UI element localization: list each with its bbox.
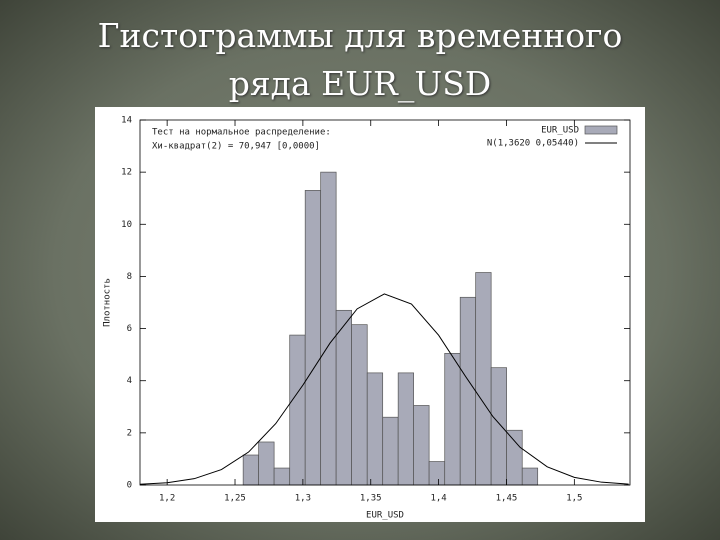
legend-label: N(1,3620 0,05440) (487, 139, 579, 149)
y-tick-label: 4 (127, 376, 132, 386)
density-curve (139, 293, 629, 485)
y-axis-label: Плотность (103, 278, 113, 327)
y-tick-label: 10 (121, 220, 132, 230)
y-tick-label: 2 (127, 428, 132, 438)
x-tick-label: 1,4 (430, 494, 446, 504)
bar (304, 190, 322, 486)
annotation: Хи-квадрат(2) = 70,947 [0,0000] (152, 142, 320, 152)
bar (258, 441, 275, 486)
legend-swatch (584, 125, 618, 135)
y-tick-label: 8 (127, 272, 132, 282)
bar (459, 296, 477, 486)
slide-title: Гистограммы для временного ряда EUR_USD (0, 12, 720, 108)
legend-label: EUR_USD (541, 126, 579, 136)
bar (242, 454, 259, 486)
bar (521, 467, 539, 486)
bar (444, 352, 461, 486)
bar (428, 461, 446, 486)
x-axis-label: EUR_USD (366, 511, 404, 521)
bar (320, 171, 337, 486)
bar (273, 467, 291, 486)
y-tick-label: 12 (121, 168, 132, 178)
x-tick-label: 1,2 (159, 494, 175, 504)
title-line: Гистограммы для временного (97, 16, 623, 55)
bar (335, 309, 352, 486)
bar (475, 272, 492, 486)
x-tick-label: 1,3 (295, 494, 311, 504)
y-tick-label: 0 (127, 481, 132, 491)
title-line: ряда EUR_USD (228, 64, 492, 103)
y-tick-label: 6 (127, 324, 132, 334)
bar (382, 416, 399, 486)
bar (351, 324, 368, 486)
plot-frame (139, 119, 631, 486)
annotation: Тест на нормальное распределение: (152, 128, 331, 138)
bar (413, 405, 430, 486)
bar (490, 367, 507, 486)
x-tick-label: 1,25 (224, 494, 246, 504)
x-tick-label: 1,45 (496, 494, 518, 504)
x-tick-label: 1,35 (360, 494, 382, 504)
bar (366, 372, 384, 486)
bar (397, 372, 414, 486)
bar (289, 334, 306, 486)
chart: 0 2 4 6 8 10 12 14 1,2 1,25 1,3 1,35 1,4 1,45 1,5 EUR_U… (95, 107, 645, 522)
bar (506, 429, 523, 486)
y-tick-label: 14 (121, 116, 132, 126)
x-tick-label: 1,5 (566, 494, 582, 504)
